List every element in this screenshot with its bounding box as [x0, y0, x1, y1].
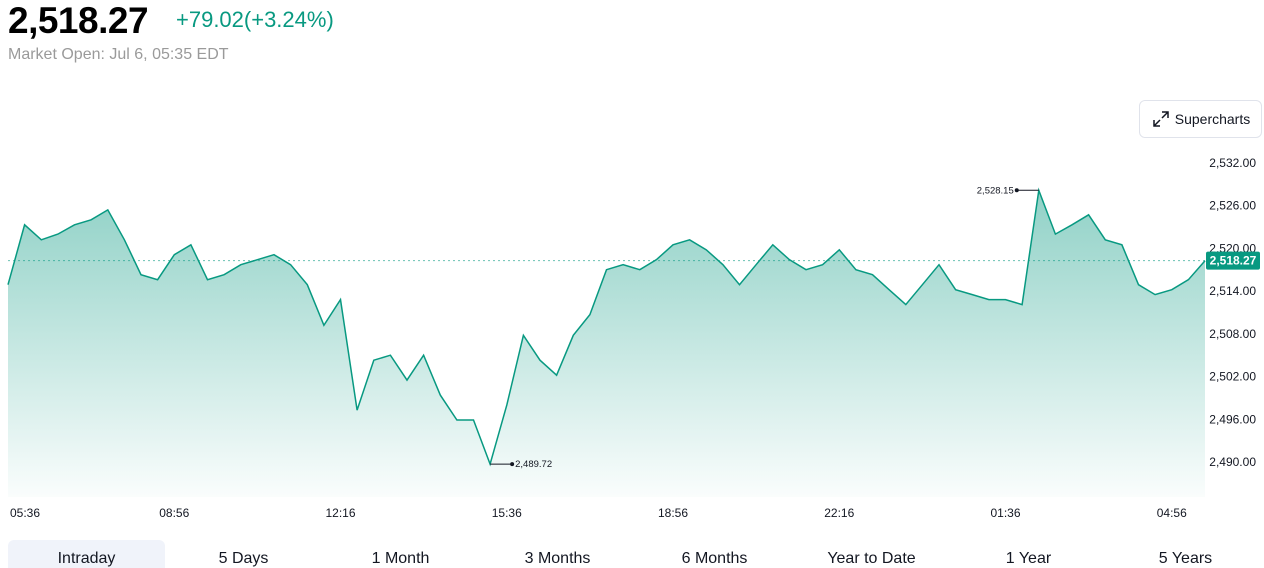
x-tick-label: 22:16 [824, 506, 854, 520]
range-tab[interactable]: Year to Date [827, 550, 916, 567]
price: 2,518.27 [8, 0, 149, 41]
range-tab[interactable]: 3 Months [524, 550, 591, 567]
x-tick-label: 18:56 [658, 506, 688, 520]
extreme-label: 2,489.72 [515, 459, 552, 470]
extreme-label: 2,528.15 [977, 185, 1014, 196]
range-tabs: Intraday 5 Days 1 Month 3 Months 6 Months Yea… [8, 540, 1264, 568]
range-tab[interactable]: 5 Years [1158, 550, 1213, 567]
y-tick-label: 2,502.00 [1209, 370, 1256, 384]
area-fill [8, 190, 1205, 498]
supercharts-label: Supercharts [1174, 111, 1251, 127]
range-tab[interactable]: 5 Days [218, 550, 269, 567]
current-price-label: 2,518.27 [1210, 254, 1257, 268]
range-tab[interactable]: 6 Months [681, 550, 748, 567]
supercharts-button[interactable]: Supercharts [1139, 100, 1262, 138]
y-tick-label: 2,508.00 [1209, 327, 1256, 341]
x-tick-label: 08:56 [159, 506, 189, 520]
price-change: +79.02(+3.24%) [176, 7, 334, 32]
extreme-dot [510, 462, 515, 467]
range-tab[interactable]: Intraday [8, 540, 165, 568]
chart: 2,490.00 2,496.00 2,502.00 2,508.00 2,514.00… [7, 156, 1260, 520]
price-line [7, 187, 1206, 467]
extreme-dot [1014, 188, 1019, 193]
current-price-tag [1206, 251, 1260, 270]
range-tab[interactable]: 1 Year [1005, 550, 1052, 567]
x-tick-label: 01:36 [990, 506, 1020, 520]
y-tick-label: 2,532.00 [1209, 156, 1256, 170]
x-tick-label: 05:36 [10, 506, 40, 520]
y-tick-label: 2,526.00 [1209, 199, 1256, 213]
y-tick-label: 2,496.00 [1209, 412, 1256, 426]
market-status: Market Open: Jul 6, 05:35 EDT [8, 46, 229, 63]
x-tick-label: 04:56 [1157, 506, 1187, 520]
expand-icon [1153, 111, 1169, 127]
x-tick-label: 12:16 [325, 506, 355, 520]
y-tick-label: 2,514.00 [1209, 284, 1256, 298]
y-tick-label: 2,490.00 [1209, 455, 1256, 469]
range-tab[interactable]: 1 Month [371, 550, 430, 567]
x-tick-label: 15:36 [492, 506, 522, 520]
